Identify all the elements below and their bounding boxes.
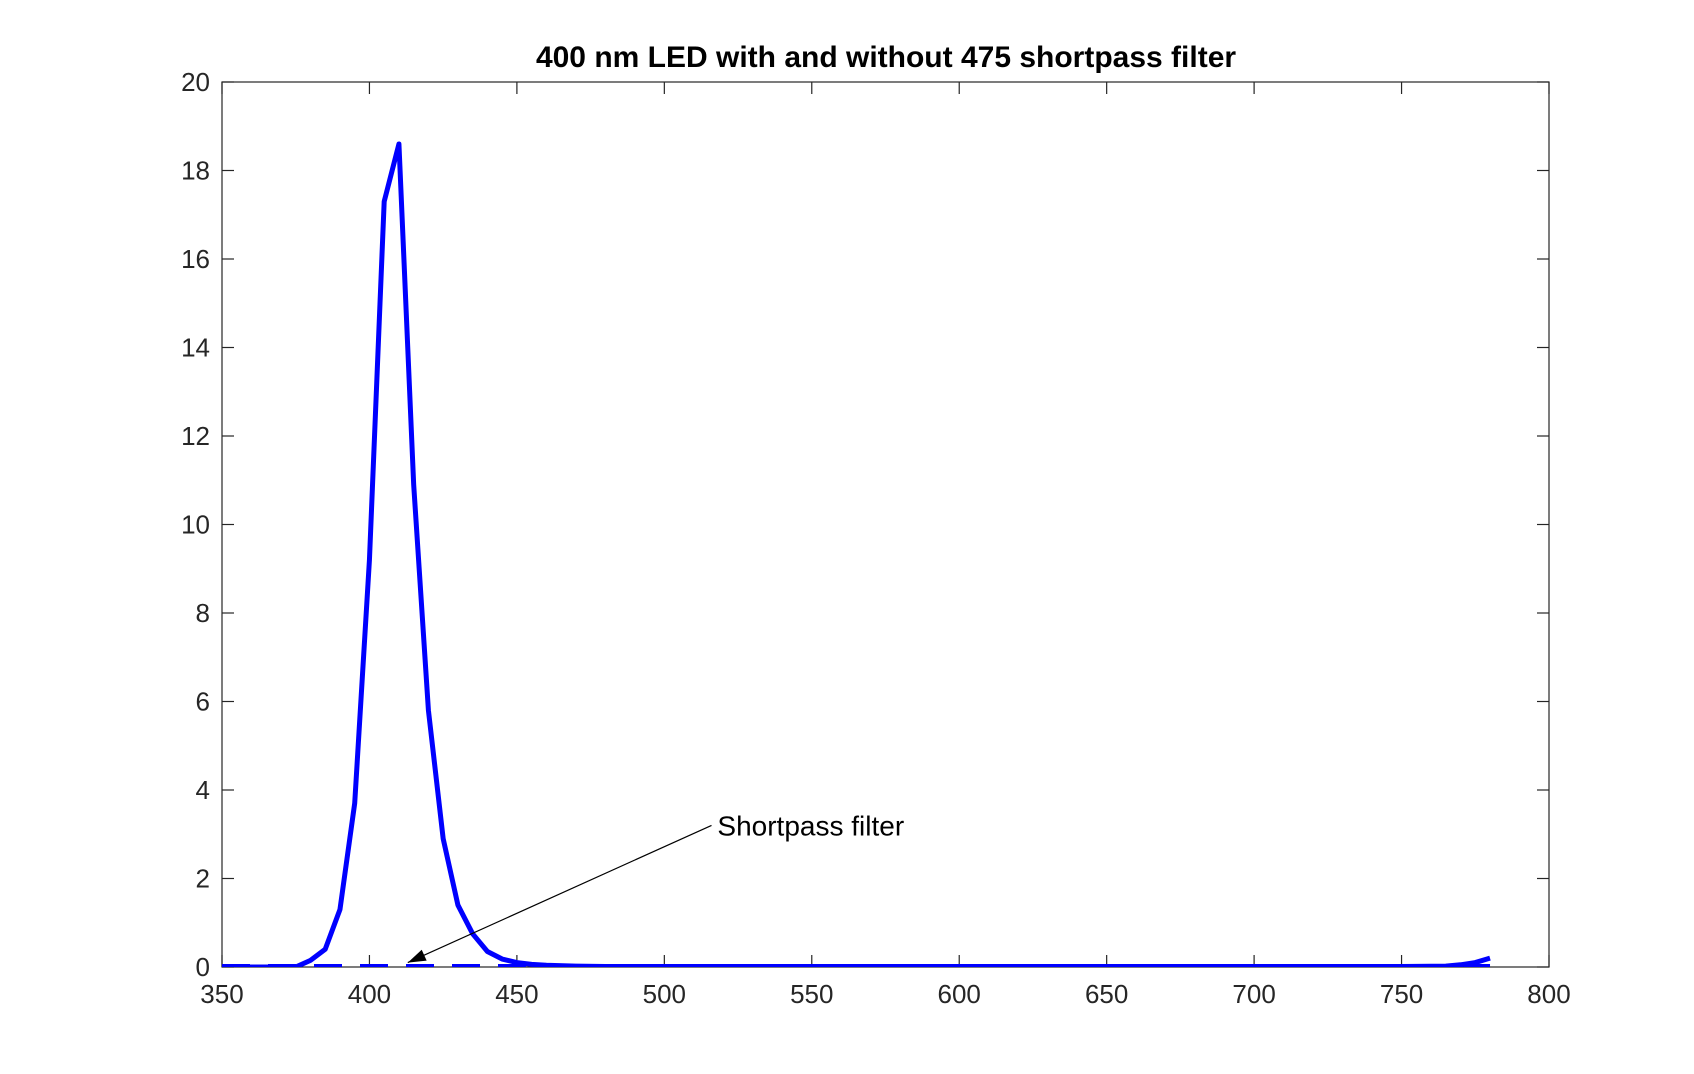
x-tick-label: 350 xyxy=(200,979,243,1009)
x-tick-label: 650 xyxy=(1085,979,1128,1009)
y-tick-label: 0 xyxy=(196,952,210,982)
x-tick-label: 600 xyxy=(938,979,981,1009)
y-tick-label: 18 xyxy=(181,156,210,186)
y-tick-label: 20 xyxy=(181,67,210,97)
annotation-arrowhead xyxy=(407,949,427,963)
chart-title: 400 nm LED with and without 475 shortpas… xyxy=(536,41,1236,74)
x-tick-label: 750 xyxy=(1380,979,1423,1009)
y-tick-label: 10 xyxy=(181,510,210,540)
x-tick-label: 400 xyxy=(348,979,391,1009)
annotation-arrow xyxy=(407,824,712,964)
annotation-label: Shortpass filter xyxy=(717,810,904,841)
axes: 350 400 450 500 550 600 650 700 750 800 0 2 4 6 8 10 12 1… xyxy=(181,67,1571,1009)
y-tick-label: 6 xyxy=(196,687,210,717)
x-tick-label: 450 xyxy=(495,979,538,1009)
y-tick-label: 16 xyxy=(181,244,210,274)
y-tick-label: 14 xyxy=(181,333,210,363)
x-tick-label: 700 xyxy=(1232,979,1275,1009)
y-tick-label: 4 xyxy=(196,775,210,805)
x-tick-label: 550 xyxy=(790,979,833,1009)
plot-series xyxy=(222,141,1491,967)
x-tick-label: 500 xyxy=(643,979,686,1009)
y-tick-label: 12 xyxy=(181,421,210,451)
y-tick-label: 2 xyxy=(196,864,210,894)
x-tick-label: 800 xyxy=(1527,979,1570,1009)
y-tick-label: 8 xyxy=(196,598,210,628)
annotation-group: Shortpass filter xyxy=(407,810,904,964)
